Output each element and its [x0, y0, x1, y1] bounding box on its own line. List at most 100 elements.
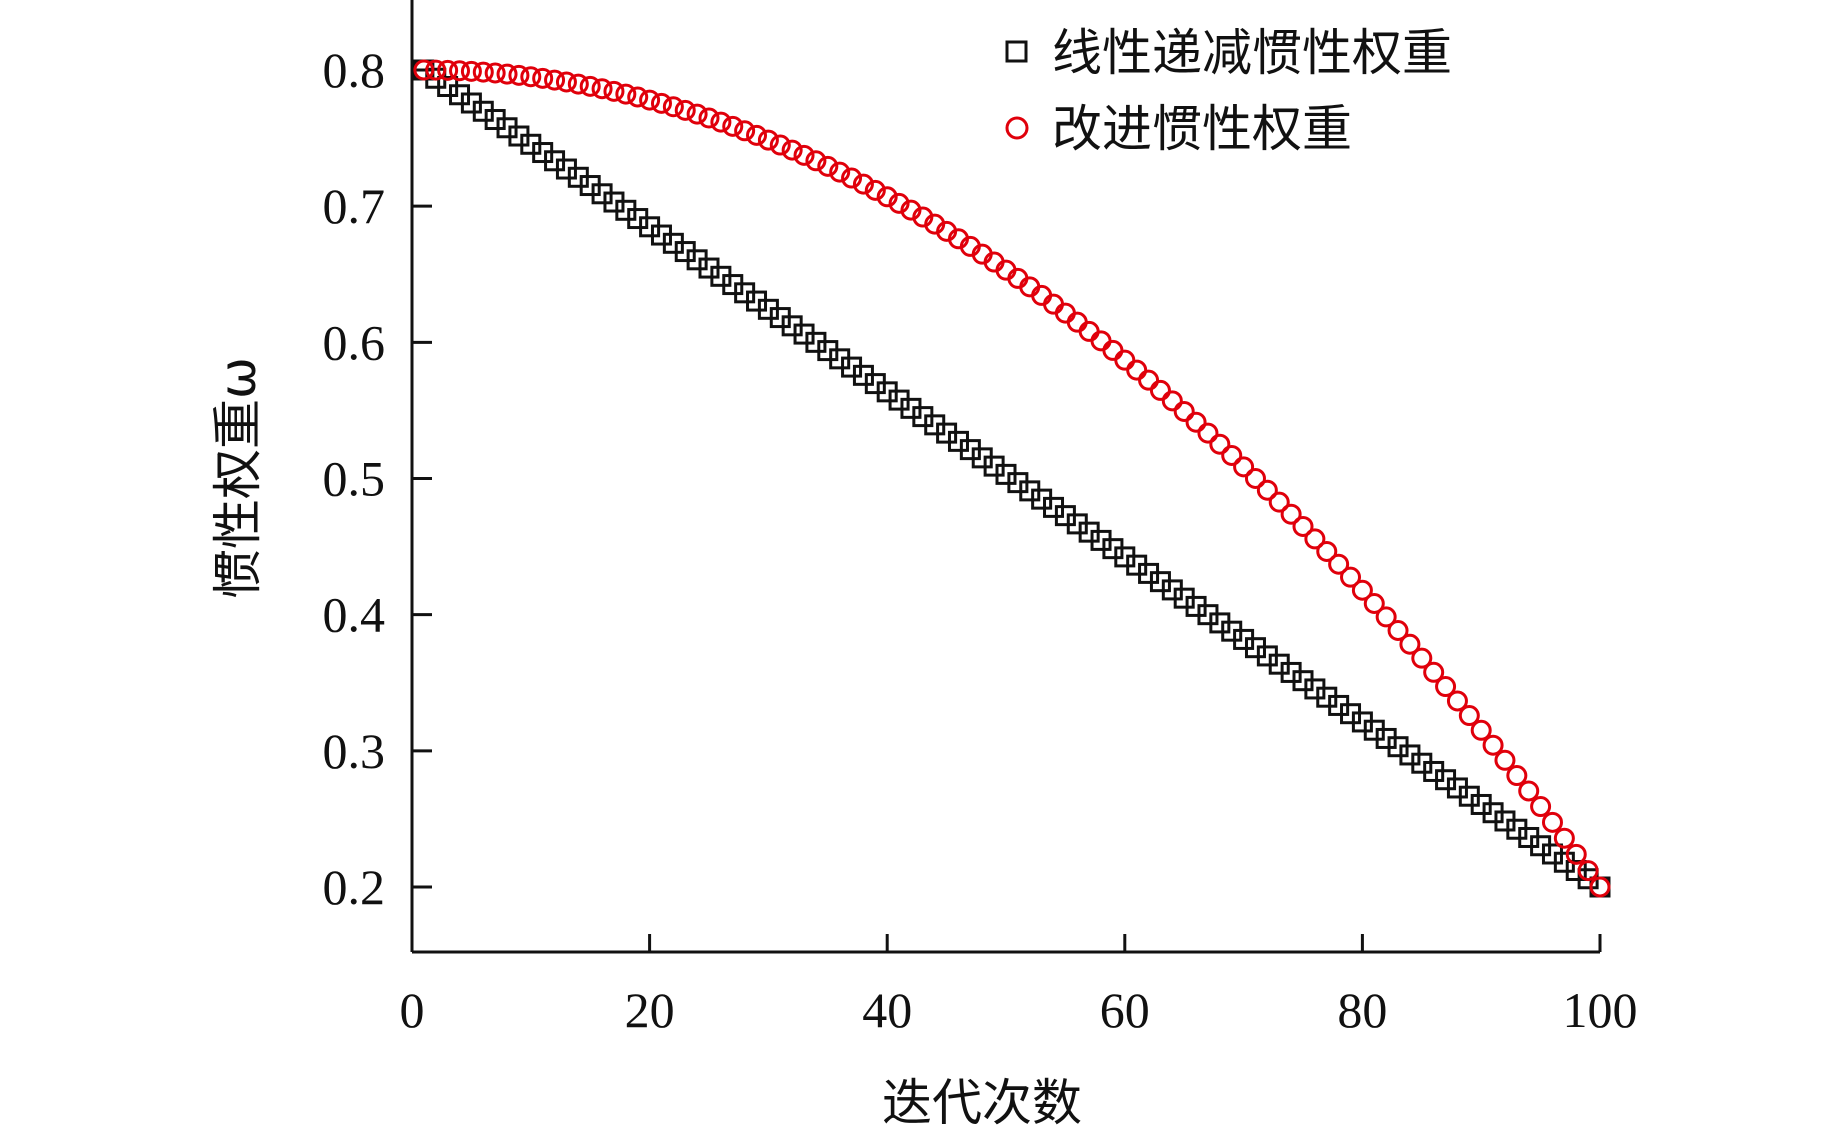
circle-marker [1577, 860, 1599, 882]
y-tick-label: 0.7 [323, 178, 386, 234]
circle-marker [484, 62, 506, 84]
circle-marker [449, 60, 471, 82]
legend-label-linear: 线性递减惯性权重 [1052, 24, 1452, 82]
circle-marker [1078, 320, 1100, 342]
circle-marker [1102, 339, 1124, 361]
circle-marker [508, 64, 530, 86]
legend: 线性递减惯性权重 改进惯性权重 [1005, 24, 1452, 158]
circle-marker [555, 71, 577, 93]
circle-marker [698, 107, 720, 129]
y-tick-label: 0.6 [323, 314, 386, 370]
circle-marker [1244, 467, 1266, 489]
circle-marker [1458, 705, 1480, 727]
circle-marker [769, 134, 791, 156]
circle-marker [437, 59, 459, 81]
circle-marker [1553, 827, 1575, 849]
circle-marker [722, 115, 744, 137]
x-tick-label: 60 [1100, 982, 1150, 1038]
legend-label-improved: 改进惯性权重 [1052, 100, 1352, 158]
circle-marker [864, 179, 886, 201]
circle-marker [1149, 379, 1171, 401]
circle-marker [1411, 647, 1433, 669]
circle-marker [1328, 553, 1350, 575]
y-tick-label: 0.2 [323, 859, 386, 915]
circle-marker [1530, 796, 1552, 818]
circle-marker [567, 73, 589, 95]
legend-marker-square [1005, 40, 1028, 63]
circle-marker [686, 103, 708, 125]
circle-marker [805, 150, 827, 172]
circle-marker [841, 167, 863, 189]
y-tick-label: 0.8 [323, 42, 386, 98]
circle-marker [460, 60, 482, 82]
circle-marker [1375, 606, 1397, 628]
circle-marker [1470, 719, 1492, 741]
series-improved [413, 59, 1611, 898]
circle-marker [627, 86, 649, 108]
circle-marker [1256, 479, 1278, 501]
circle-marker [413, 59, 435, 81]
circle-marker [1054, 302, 1076, 324]
y-tick-label: 0.4 [323, 587, 386, 643]
circle-marker [1126, 359, 1148, 381]
x-axis-title: 迭代次数 [882, 1074, 1082, 1127]
axes [410, 0, 1600, 954]
circle-marker [888, 192, 910, 214]
circle-marker [1090, 330, 1112, 352]
circle-marker [1494, 749, 1516, 771]
circle-marker [757, 129, 779, 151]
y-tick-label: 0.5 [323, 451, 386, 507]
y-axis-title: 惯性权重ω [209, 357, 267, 599]
circle-marker [852, 173, 874, 195]
circle-marker [615, 83, 637, 105]
circle-marker [734, 120, 756, 142]
circle-marker [1541, 811, 1563, 833]
circle-marker [746, 124, 768, 146]
circle-marker [1316, 540, 1338, 562]
circle-marker [603, 80, 625, 102]
circle-marker [1173, 400, 1195, 422]
circle-marker [1233, 456, 1255, 478]
circle-marker [1280, 503, 1302, 525]
circle-marker [1565, 843, 1587, 865]
circle-marker [1435, 676, 1457, 698]
circle-marker [1209, 433, 1231, 455]
y-tick-label: 0.3 [323, 723, 386, 779]
circle-marker [1221, 444, 1243, 466]
circle-marker [650, 92, 672, 114]
x-tick-label: 40 [862, 982, 912, 1038]
circle-marker [1423, 661, 1445, 683]
circle-marker [532, 67, 554, 89]
circle-marker [710, 111, 732, 133]
circle-marker [1589, 876, 1611, 898]
circle-marker [1446, 690, 1468, 712]
circle-marker [520, 66, 542, 88]
circle-marker [1340, 566, 1362, 588]
circle-marker [425, 59, 447, 81]
x-tick-label: 20 [625, 982, 675, 1038]
x-tick-label: 80 [1337, 982, 1387, 1038]
circle-marker [1399, 633, 1421, 655]
circle-marker [829, 161, 851, 183]
circle-marker [472, 61, 494, 83]
circle-marker [781, 139, 803, 161]
circle-marker [1185, 411, 1207, 433]
circle-marker [639, 89, 661, 111]
circle-marker [1304, 528, 1326, 550]
legend-marker-circle [1005, 116, 1029, 140]
series-layer [413, 59, 1611, 898]
circle-marker [496, 63, 518, 85]
circle-marker [876, 186, 898, 208]
circle-marker [1363, 592, 1385, 614]
circle-marker [1268, 491, 1290, 513]
circle-marker [817, 155, 839, 177]
circle-marker [1138, 369, 1160, 391]
circle-marker [662, 96, 684, 118]
circle-marker [1351, 579, 1373, 601]
ticks: 0 20 40 60 80 100 0.2 0.3 0.4 0.5 0.6 0.7 0.8 [323, 42, 1638, 1038]
circle-marker [579, 75, 601, 97]
circle-marker [1482, 734, 1504, 756]
x-tick-label: 100 [1563, 982, 1638, 1038]
circle-marker [591, 78, 613, 100]
series-linear [413, 59, 1611, 898]
